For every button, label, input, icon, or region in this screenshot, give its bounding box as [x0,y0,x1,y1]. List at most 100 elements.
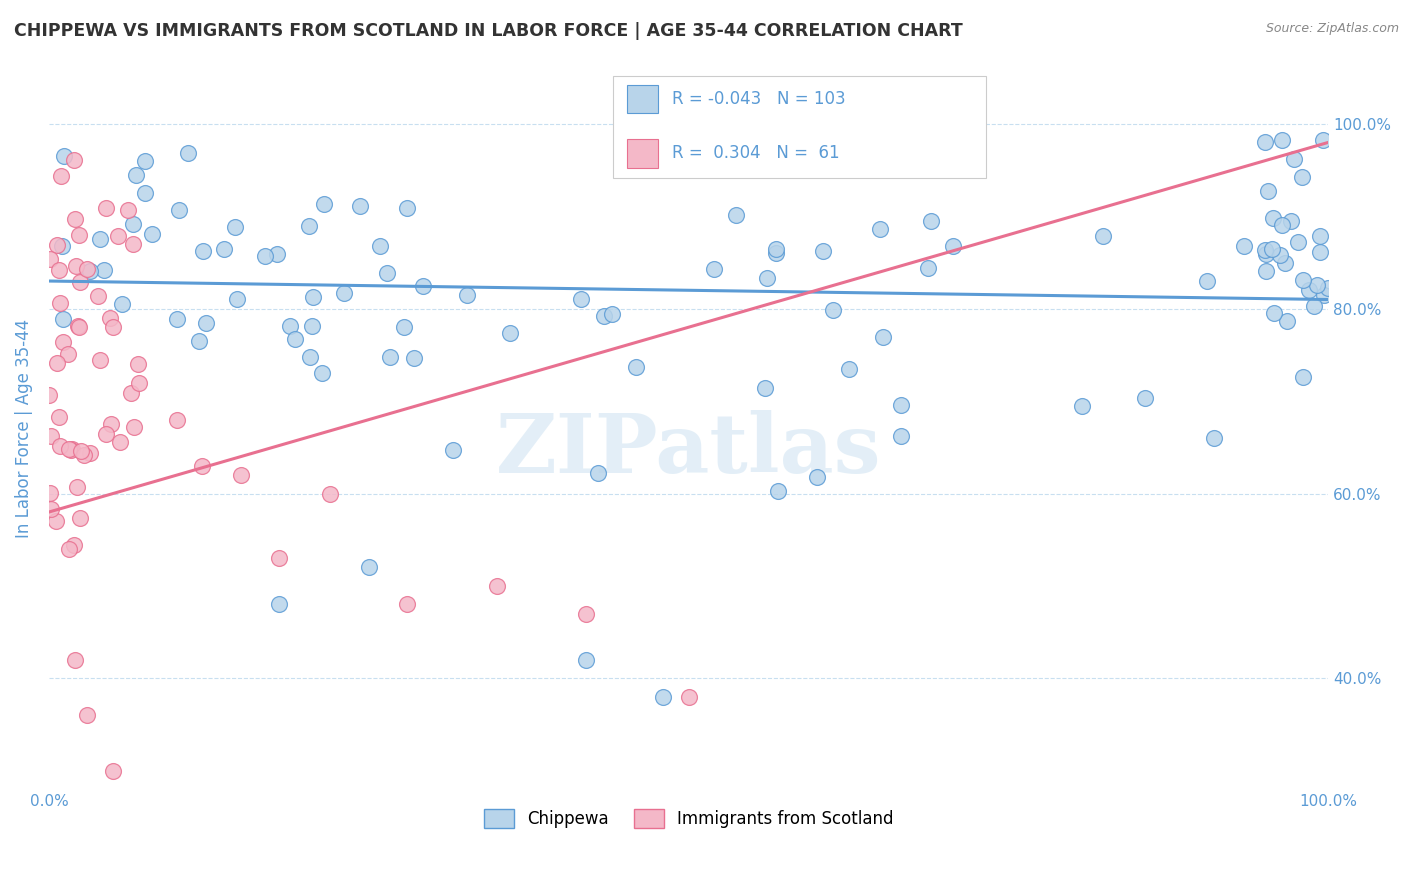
Point [1268,248,1291,262]
Point [39,429,62,443]
Point [101,320,124,334]
Point [869,221,891,235]
Point [128,376,150,390]
Point [395,201,418,215]
Point [890,429,912,443]
Point [49,169,72,183]
Point [652,690,675,704]
Point [811,244,834,258]
Point [1286,235,1309,250]
Text: R = -0.043   N = 103: R = -0.043 N = 103 [672,90,845,108]
Point [485,579,508,593]
Point [823,303,845,318]
Point [872,330,894,344]
Point [1254,135,1277,149]
Point [1309,228,1331,243]
Point [278,318,301,333]
Point [69,511,91,525]
Point [111,297,134,311]
Point [1316,281,1339,295]
Point [89,232,111,246]
Point [38,388,60,402]
Point [122,217,145,231]
Text: R =  0.304   N =  61: R = 0.304 N = 61 [672,145,839,162]
Point [284,332,307,346]
Point [269,551,291,566]
Point [456,288,478,302]
Point [1261,243,1284,257]
Point [1254,264,1277,278]
Point [89,352,111,367]
Point [67,319,90,334]
Point [58,442,80,457]
Point [39,486,62,500]
Point [52,149,75,163]
Point [311,366,333,380]
Point [765,246,787,260]
Legend: Chippewa, Immigrants from Scotland: Chippewa, Immigrants from Scotland [477,803,900,835]
Point [48,263,70,277]
Point [1313,287,1336,301]
Point [349,199,371,213]
Point [62,153,84,168]
Point [52,311,75,326]
Point [1257,184,1279,198]
Point [166,312,188,326]
Point [1135,391,1157,405]
Point [191,458,214,473]
Point [703,261,725,276]
Point [195,316,218,330]
Point [392,320,415,334]
Point [1298,284,1320,298]
Point [67,319,90,334]
Point [624,360,647,375]
Point [1306,278,1329,293]
Point [60,442,83,456]
Point [593,309,616,323]
Point [319,486,342,500]
Point [76,708,98,723]
Point [63,538,86,552]
Point [1261,211,1284,226]
Point [402,351,425,366]
Point [52,334,75,349]
Point [1281,214,1303,228]
Point [177,145,200,160]
Point [122,236,145,251]
Point [93,263,115,277]
Point [127,357,149,371]
Point [806,470,828,484]
Point [575,653,598,667]
Point [51,239,73,253]
Point [1092,229,1115,244]
Point [58,347,80,361]
Point [357,560,380,574]
Point [65,259,87,273]
Point [1254,247,1277,261]
Point [96,201,118,215]
Point [1302,298,1324,312]
Point [1292,273,1315,287]
Point [569,292,592,306]
Point [942,239,965,253]
Point [65,211,87,226]
Point [1291,170,1313,185]
Point [87,288,110,302]
Point [225,292,247,306]
Point [169,202,191,217]
Point [141,227,163,242]
Text: Source: ZipAtlas.com: Source: ZipAtlas.com [1265,22,1399,36]
Point [333,285,356,300]
Point [368,238,391,252]
Point [193,244,215,258]
Point [1277,314,1299,328]
Point [412,278,434,293]
Point [443,443,465,458]
Point [39,252,62,267]
Point [45,238,67,252]
Point [212,242,235,256]
Point [269,598,291,612]
Point [1292,370,1315,384]
Point [575,607,598,621]
Point [46,356,69,370]
